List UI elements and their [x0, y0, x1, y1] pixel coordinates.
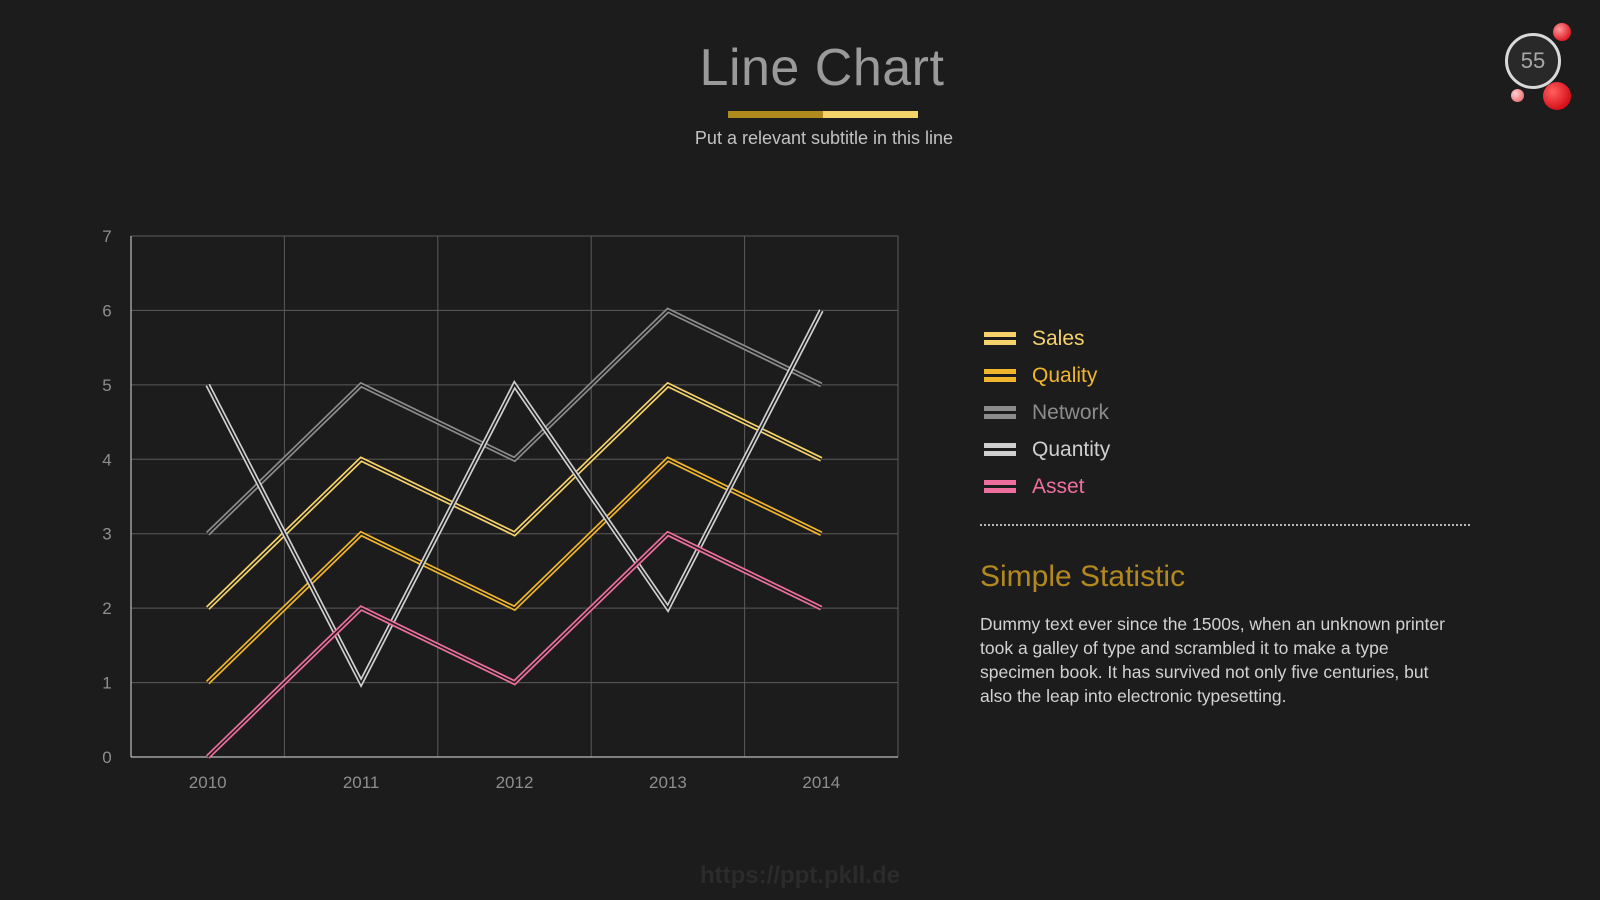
decor-dot-small: [1511, 89, 1524, 102]
legend-swatch: [984, 368, 1016, 384]
watermark: https://ppt.pkll.de: [700, 862, 900, 889]
series-line-core-sales: [207, 383, 822, 609]
y-tick-label: 5: [102, 376, 111, 395]
decor-dot-large: [1543, 82, 1571, 110]
y-tick-label: 0: [102, 748, 111, 767]
y-tick-label: 2: [102, 599, 111, 618]
y-tick-label: 7: [102, 227, 111, 246]
series-line-core-quantity: [206, 310, 823, 685]
y-tick-label: 4: [102, 450, 111, 469]
legend-item-asset: Asset: [984, 468, 1110, 505]
statistic-title: Simple Statistic: [980, 560, 1186, 593]
series-line-network: [205, 307, 823, 536]
y-tick-label: 3: [102, 525, 111, 544]
x-tick-label: 2011: [343, 773, 380, 792]
legend-label: Quality: [1032, 363, 1098, 387]
line-chart: 0 1 2 3 4 5 6 7 2010 2011 2012 2013 2014: [102, 227, 899, 792]
legend-item-quantity: Quantity: [984, 431, 1110, 468]
page-subtitle: Put a relevant subtitle in this line: [694, 128, 954, 148]
y-tick-label: 6: [102, 301, 111, 320]
series-line-quantity: [205, 309, 824, 689]
series-line-core-network: [207, 309, 822, 535]
legend-swatch: [984, 405, 1016, 421]
x-tick-label: 2014: [802, 773, 840, 792]
y-tick-label: 1: [102, 674, 111, 693]
dotted-divider: [980, 524, 1470, 526]
title-underline: [728, 111, 918, 118]
legend-swatch: [984, 479, 1016, 495]
legend-item-sales: Sales: [984, 320, 1110, 357]
page-number-badge: 55: [1505, 33, 1561, 89]
series-line-sales: [205, 381, 823, 610]
legend-label: Asset: [1032, 474, 1085, 498]
statistic-text: Dummy text ever since the 1500s, when an…: [980, 614, 1445, 706]
page-title: Line Chart: [699, 39, 945, 97]
legend-item-quality: Quality: [984, 357, 1110, 394]
chart-legend: Sales Quality Network Quantity Asset: [984, 320, 1110, 505]
title-underline-light: [823, 111, 918, 118]
x-tick-label: 2013: [649, 773, 687, 792]
title-underline-dark: [728, 111, 823, 118]
legend-label: Sales: [1032, 326, 1085, 350]
legend-swatch: [984, 331, 1016, 347]
decor-dot-top: [1553, 23, 1571, 41]
x-tick-label: 2012: [496, 773, 534, 792]
x-tick-label: 2010: [189, 773, 227, 792]
series-line-core-asset: [207, 532, 822, 758]
legend-label: Quantity: [1032, 437, 1111, 461]
legend-swatch: [984, 442, 1016, 458]
legend-item-network: Network: [984, 394, 1110, 431]
legend-label: Network: [1032, 400, 1110, 424]
